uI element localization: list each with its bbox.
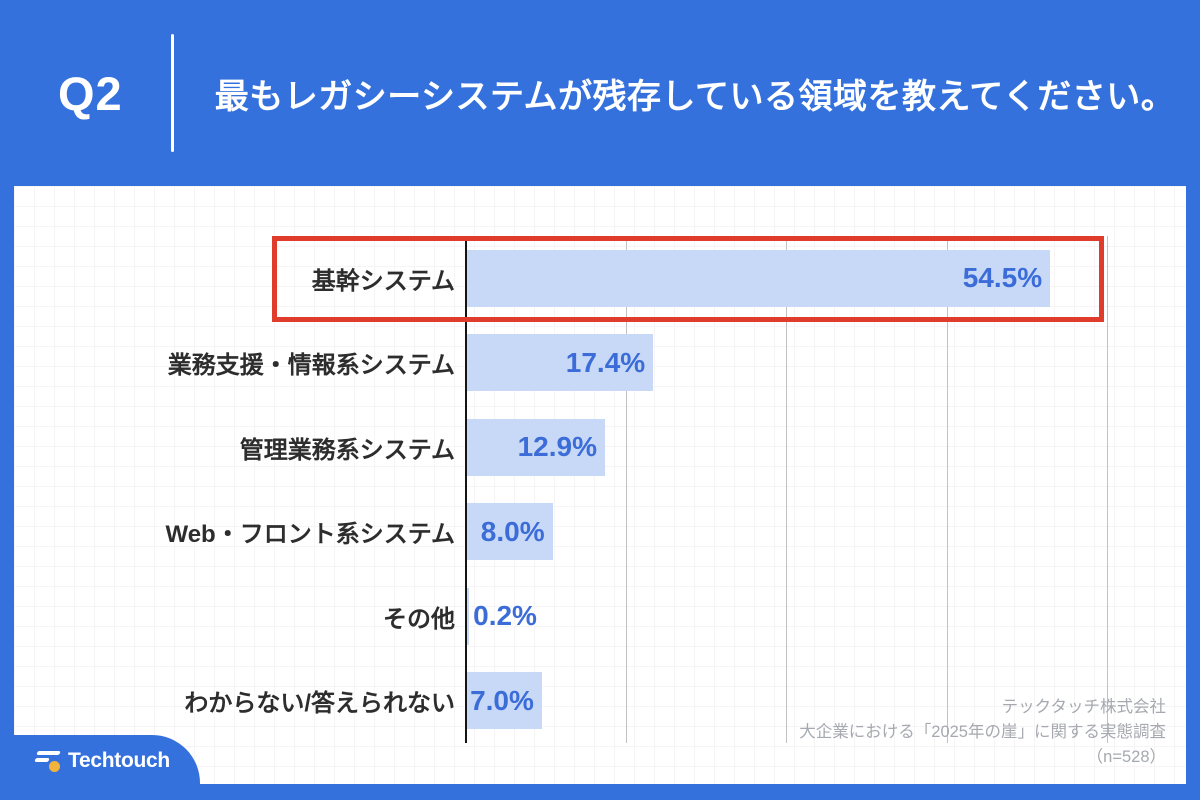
logo-text: Techtouch	[68, 748, 170, 772]
value-label: 17.4%	[565, 346, 646, 378]
bar-area: 12.9%	[467, 405, 1186, 490]
bar-area: 0.2%	[467, 574, 1186, 659]
techtouch-logo: Techtouch	[14, 735, 200, 784]
bar-area: 8.0%	[467, 490, 1186, 575]
bar-area: 17.4%	[467, 321, 1186, 406]
gridline	[946, 236, 948, 743]
source-note: テックタッチ株式会社 大企業における「2025年の崖」に関する実態調査 （n=5…	[799, 695, 1166, 770]
source-line: テックタッチ株式会社	[1001, 698, 1166, 716]
plot-area	[465, 236, 1165, 743]
value-label: 7.0%	[470, 684, 534, 716]
chart-rows: 基幹システム 54.5% 業務支援・情報系システム 17.4% 管理業務系システム 12.…	[14, 236, 1186, 743]
chart-row: 業務支援・情報系システム 17.4%	[14, 321, 1186, 406]
page-title: 最もレガシーシステムが残存している領域を教えてください。	[214, 77, 1176, 116]
chart-row: 基幹システム 54.5%	[14, 236, 1186, 321]
bar	[467, 334, 654, 392]
logo-dot	[49, 761, 60, 772]
bar	[467, 672, 542, 730]
bar	[467, 503, 553, 561]
highlight-box	[272, 236, 1104, 322]
gridline	[625, 236, 627, 743]
question-number: Q2	[58, 66, 123, 120]
category-label: 業務支援・情報系システム	[167, 352, 455, 380]
category-label: 基幹システム	[311, 267, 455, 295]
header-divider	[170, 34, 174, 152]
axis-line	[465, 236, 467, 743]
category-label: その他	[383, 605, 455, 633]
bar	[467, 418, 606, 476]
chart-card: 基幹システム 54.5% 業務支援・情報系システム 17.4% 管理業務系システム 12.…	[14, 186, 1186, 784]
bar	[467, 587, 470, 645]
value-label: 8.0%	[480, 515, 545, 547]
chart-row: その他 0.2%	[14, 574, 1186, 659]
logo-line	[36, 751, 61, 755]
chart-row: わからない/答えられない 7.0%	[14, 659, 1186, 744]
chart-row: 管理業務系システム 12.9%	[14, 405, 1186, 490]
gridline	[786, 236, 787, 743]
bar-area: 7.0%	[467, 659, 1186, 744]
value-label: 0.2%	[473, 600, 537, 632]
value-label: 12.9%	[517, 431, 598, 463]
category-label: わからない/答えられない	[184, 690, 455, 718]
bar	[467, 249, 1051, 307]
source-line: 大企業における「2025年の崖」に関する実態調査	[799, 723, 1166, 741]
techtouch-lines-icon	[34, 750, 62, 772]
logo-line	[34, 758, 50, 762]
gridline	[1107, 236, 1108, 743]
question-header: Q2 最もレガシーシステムが残存している領域を教えてください。	[0, 0, 1200, 186]
category-label: 管理業務系システム	[239, 436, 455, 464]
value-label: 54.5%	[962, 262, 1043, 294]
bar-area: 54.5%	[467, 236, 1186, 321]
source-line: （n=528）	[1086, 748, 1166, 766]
chart-row: Web・フロント系システム 8.0%	[14, 490, 1186, 575]
category-label: Web・フロント系システム	[165, 521, 455, 549]
